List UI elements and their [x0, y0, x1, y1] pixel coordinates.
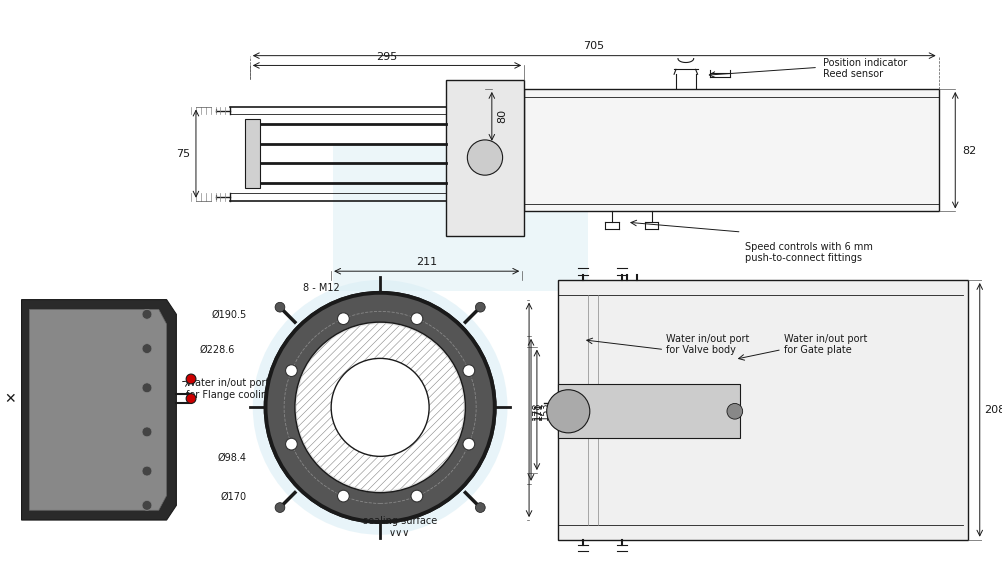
Circle shape — [297, 324, 463, 491]
Polygon shape — [524, 89, 939, 211]
Circle shape — [276, 302, 285, 312]
Circle shape — [331, 358, 429, 456]
Text: 82: 82 — [962, 146, 976, 156]
Wedge shape — [298, 386, 370, 407]
Wedge shape — [325, 336, 375, 399]
Text: sealing surface
∨∨∨: sealing surface ∨∨∨ — [363, 516, 437, 537]
Text: ✕: ✕ — [4, 392, 16, 406]
Polygon shape — [244, 119, 260, 188]
Wedge shape — [302, 366, 371, 404]
Text: Ø98.4: Ø98.4 — [217, 452, 246, 462]
Wedge shape — [339, 417, 377, 486]
Circle shape — [286, 365, 298, 376]
Circle shape — [268, 295, 493, 520]
Circle shape — [186, 394, 196, 403]
Text: Ø190.5: Ø190.5 — [211, 310, 246, 320]
Polygon shape — [22, 300, 176, 520]
Text: 75: 75 — [176, 149, 190, 159]
Circle shape — [142, 427, 152, 437]
Circle shape — [467, 140, 503, 175]
Circle shape — [463, 365, 475, 376]
Circle shape — [295, 322, 465, 493]
Circle shape — [475, 503, 485, 512]
Circle shape — [727, 403, 742, 419]
Polygon shape — [446, 80, 524, 236]
Wedge shape — [312, 349, 373, 402]
Text: Position indicator
Reed sensor: Position indicator Reed sensor — [823, 58, 907, 79]
Wedge shape — [309, 413, 372, 462]
Circle shape — [411, 313, 423, 325]
Circle shape — [253, 280, 508, 535]
Circle shape — [276, 503, 285, 512]
Circle shape — [338, 313, 350, 325]
Wedge shape — [386, 338, 438, 400]
Text: Speed controls with 6 mm
push-to-connect fittings: Speed controls with 6 mm push-to-connect… — [744, 242, 873, 264]
Wedge shape — [381, 325, 402, 397]
Text: 8 - M12: 8 - M12 — [303, 283, 340, 293]
Wedge shape — [390, 411, 459, 449]
Circle shape — [411, 490, 423, 502]
Text: Ø170: Ø170 — [220, 491, 246, 502]
Polygon shape — [558, 280, 968, 540]
Wedge shape — [390, 370, 460, 404]
Circle shape — [142, 466, 152, 476]
Text: 80: 80 — [498, 109, 508, 123]
Wedge shape — [384, 329, 421, 398]
Wedge shape — [343, 328, 378, 398]
Polygon shape — [29, 310, 166, 511]
Wedge shape — [322, 415, 375, 476]
Wedge shape — [391, 390, 463, 407]
Text: 295: 295 — [377, 52, 398, 62]
Wedge shape — [298, 407, 370, 425]
Text: Ø228.6: Ø228.6 — [199, 344, 235, 355]
Circle shape — [142, 344, 152, 353]
Text: Water in/out port
for Flange cooling: Water in/out port for Flange cooling — [186, 378, 274, 399]
Circle shape — [475, 302, 485, 312]
Text: 178: 178 — [532, 401, 542, 420]
Wedge shape — [363, 325, 380, 397]
Circle shape — [338, 490, 350, 502]
Wedge shape — [301, 410, 371, 445]
Text: Water in/out port
for Valve body: Water in/out port for Valve body — [666, 334, 749, 356]
Circle shape — [547, 390, 590, 433]
Text: 211: 211 — [416, 257, 437, 267]
Text: 153: 153 — [540, 401, 550, 420]
Circle shape — [142, 383, 152, 393]
Circle shape — [186, 374, 196, 384]
Circle shape — [142, 500, 152, 511]
Text: 208: 208 — [984, 405, 1002, 415]
Wedge shape — [359, 418, 380, 490]
Polygon shape — [333, 144, 588, 291]
Circle shape — [286, 438, 298, 450]
Wedge shape — [380, 418, 397, 490]
Wedge shape — [388, 352, 452, 402]
Text: 171: 171 — [534, 401, 544, 420]
Circle shape — [265, 292, 496, 523]
Wedge shape — [388, 413, 449, 466]
Circle shape — [142, 310, 152, 319]
Text: 705: 705 — [583, 41, 604, 50]
Wedge shape — [386, 415, 435, 479]
Text: Water in/out port
for Gate plate: Water in/out port for Gate plate — [784, 334, 867, 356]
Wedge shape — [383, 417, 418, 487]
Circle shape — [463, 438, 475, 450]
Polygon shape — [558, 384, 739, 438]
Wedge shape — [391, 408, 462, 429]
